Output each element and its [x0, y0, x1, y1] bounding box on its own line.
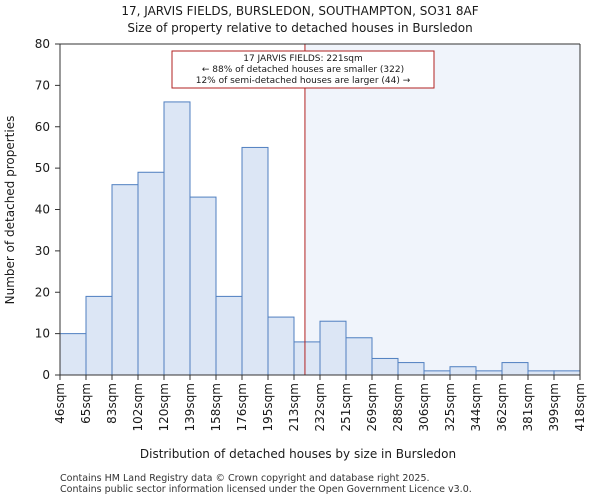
bar-120sqm [163, 101, 191, 376]
x-axis-label: Distribution of detached houses by size … [140, 447, 456, 461]
bars-group [59, 101, 581, 376]
bar-232sqm [319, 320, 347, 376]
bar-195sqm [267, 316, 295, 376]
x-tick-label-344sqm: 344sqm [469, 383, 483, 431]
y-tick-label-40: 40 [35, 203, 50, 217]
bar-158sqm [215, 295, 243, 376]
x-tick-label-306sqm: 306sqm [417, 383, 431, 431]
y-tick-label-30: 30 [35, 244, 50, 258]
y-tick-label-60: 60 [35, 120, 50, 134]
bar-325sqm [449, 366, 477, 376]
x-tick-label-269sqm: 269sqm [365, 383, 379, 431]
y-tick-label-10: 10 [35, 327, 50, 341]
x-tick-label-102sqm: 102sqm [131, 383, 145, 431]
y-tick-label-80: 80 [35, 37, 50, 51]
x-tick-label-381sqm: 381sqm [521, 383, 535, 431]
x-tick-label-120sqm: 120sqm [157, 383, 171, 431]
y-axis-ticks: 0 10 20 30 40 50 60 70 80 [35, 37, 60, 382]
bar-288sqm [397, 362, 425, 376]
y-tick-label-0: 0 [42, 368, 50, 382]
bar-65sqm [85, 295, 113, 376]
footer-line-1: Contains HM Land Registry data © Crown c… [60, 473, 430, 484]
chart-subtitle: Size of property relative to detached ho… [127, 21, 472, 35]
bar-176sqm [241, 146, 269, 376]
x-tick-label-176sqm: 176sqm [235, 383, 249, 431]
y-axis-label: Number of detached properties [3, 116, 17, 305]
x-tick-label-139sqm: 139sqm [183, 383, 197, 431]
bar-306sqm [423, 370, 451, 376]
bar-213sqm [293, 341, 321, 376]
chart-title: 17, JARVIS FIELDS, BURSLEDON, SOUTHAMPTO… [121, 4, 478, 18]
footer-line-2: Contains public sector information licen… [60, 484, 472, 495]
x-tick-label-288sqm: 288sqm [391, 383, 405, 431]
bar-344sqm [475, 370, 503, 376]
x-tick-label-158sqm: 158sqm [209, 383, 223, 431]
y-tick-label-50: 50 [35, 161, 50, 175]
x-tick-label-251sqm: 251sqm [339, 383, 353, 431]
bar-139sqm [189, 196, 217, 376]
x-tick-label-232sqm: 232sqm [313, 383, 327, 431]
x-axis-ticks: 46sqm 65sqm 83sqm 102sqm 120sqm 139sqm 158sqm 1… [53, 375, 587, 431]
annotation-box: 17 JARVIS FIELDS: 221sqm ← 88% of detach… [171, 50, 435, 89]
bar-269sqm [371, 357, 399, 376]
annotation-line-3: 12% of semi-detached houses are larger (… [196, 76, 411, 86]
x-tick-label-46sqm: 46sqm [53, 383, 67, 424]
x-tick-label-213sqm: 213sqm [287, 383, 301, 431]
bar-362sqm [501, 362, 529, 376]
bar-381sqm [527, 370, 555, 376]
bar-251sqm [345, 337, 373, 376]
y-tick-label-20: 20 [35, 285, 50, 299]
bar-83sqm [111, 184, 139, 376]
x-tick-label-195sqm: 195sqm [261, 383, 275, 431]
annotation-border [171, 50, 435, 89]
y-tick-label-70: 70 [35, 78, 50, 92]
larger-than-property-region [304, 44, 580, 375]
footer: Contains HM Land Registry data © Crown c… [60, 473, 472, 495]
annotation-line-2: ← 88% of detached houses are smaller (32… [202, 65, 404, 75]
bar-46sqm [59, 333, 87, 376]
x-tick-label-418sqm: 418sqm [573, 383, 587, 431]
x-tick-label-65sqm: 65sqm [79, 383, 93, 424]
x-tick-label-399sqm: 399sqm [547, 383, 561, 431]
x-tick-label-83sqm: 83sqm [105, 383, 119, 424]
bar-102sqm [137, 171, 165, 376]
x-tick-label-325sqm: 325sqm [443, 383, 457, 431]
bar-399sqm [553, 370, 581, 376]
annotation-line-1: 17 JARVIS FIELDS: 221sqm [243, 54, 363, 64]
x-tick-label-362sqm: 362sqm [495, 383, 509, 431]
